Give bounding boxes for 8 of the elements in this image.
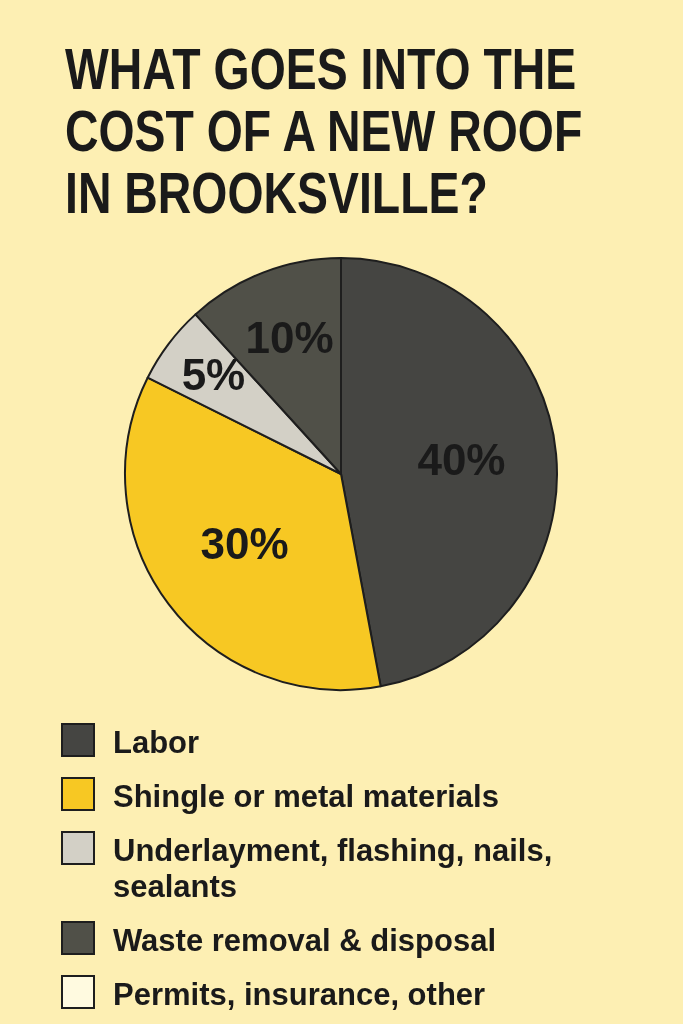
chart-title: WHAT GOES INTO THE COST OF A NEW ROOF IN BROOKSVILLE?	[65, 36, 584, 225]
data-label: 30%	[200, 519, 289, 569]
legend-label: Labor	[113, 724, 200, 761]
legend-label: Underlayment, flashing, nails, sealants	[113, 832, 554, 905]
legend-label: Waste removal & disposal	[113, 922, 497, 959]
legend-label: Shingle or metal materials	[113, 778, 499, 815]
legend-label: Permits, insurance, other	[113, 976, 486, 1013]
data-label: 5%	[181, 349, 246, 399]
